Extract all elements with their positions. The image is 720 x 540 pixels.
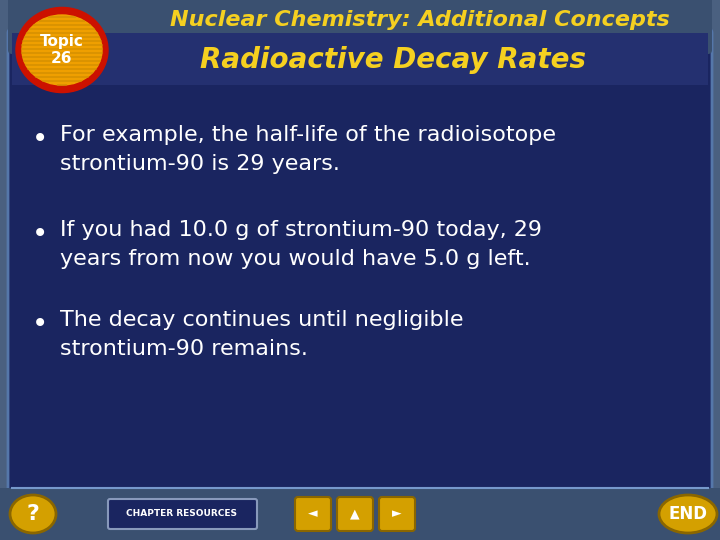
Bar: [0, 488, 720, 540]
Text: ?: ?: [27, 504, 40, 524]
Text: The decay continues until negligible
strontium-90 remains.: The decay continues until negligible str…: [60, 310, 464, 359]
FancyBboxPatch shape: [337, 497, 373, 531]
Text: •: •: [32, 125, 48, 153]
FancyBboxPatch shape: [379, 497, 415, 531]
Ellipse shape: [10, 495, 56, 533]
Bar: [12, 33, 708, 85]
FancyBboxPatch shape: [8, 0, 712, 54]
Text: •: •: [32, 310, 48, 338]
Text: CHAPTER RESOURCES: CHAPTER RESOURCES: [127, 510, 238, 518]
Text: If you had 10.0 g of strontium-90 today, 29
years from now you would have 5.0 g : If you had 10.0 g of strontium-90 today,…: [60, 220, 542, 269]
FancyBboxPatch shape: [8, 29, 712, 492]
Text: ►: ►: [392, 508, 402, 521]
Ellipse shape: [16, 8, 108, 92]
Text: Topic
26: Topic 26: [40, 34, 84, 66]
Bar: [12, 2, 708, 40]
Ellipse shape: [659, 495, 717, 533]
Text: Radioactive Decay Rates: Radioactive Decay Rates: [200, 46, 586, 74]
Text: Nuclear Chemistry: Additional Concepts: Nuclear Chemistry: Additional Concepts: [170, 10, 670, 30]
Text: For example, the half-life of the radioisotope
strontium-90 is 29 years.: For example, the half-life of the radioi…: [60, 125, 556, 174]
Text: ▲: ▲: [350, 508, 360, 521]
FancyBboxPatch shape: [108, 499, 257, 529]
Text: END: END: [668, 505, 708, 523]
Text: ◄: ◄: [308, 508, 318, 521]
FancyBboxPatch shape: [295, 497, 331, 531]
Text: •: •: [32, 220, 48, 248]
Ellipse shape: [22, 15, 102, 85]
